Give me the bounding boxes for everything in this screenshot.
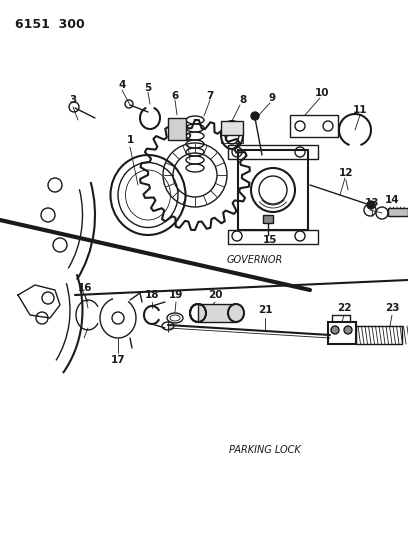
Text: 10: 10	[315, 88, 329, 98]
Text: 6151  300: 6151 300	[15, 18, 85, 31]
Bar	[221, 135, 243, 143]
Bar	[228, 145, 318, 159]
Text: PARKING LOCK: PARKING LOCK	[229, 445, 301, 455]
Circle shape	[251, 112, 259, 120]
Ellipse shape	[228, 304, 244, 322]
Bar	[198, 304, 236, 322]
Text: 23: 23	[385, 303, 399, 313]
Text: 17: 17	[111, 355, 125, 365]
Text: 19: 19	[169, 290, 183, 300]
Text: 18: 18	[145, 290, 159, 300]
Text: 7: 7	[206, 91, 214, 101]
Text: 2: 2	[184, 133, 192, 143]
Text: 1: 1	[126, 135, 134, 145]
Text: 5: 5	[144, 83, 152, 93]
Text: 21: 21	[258, 305, 272, 315]
Text: 3: 3	[69, 95, 77, 105]
Circle shape	[331, 326, 339, 334]
Bar	[388, 208, 408, 216]
Text: 22: 22	[337, 303, 351, 313]
Bar	[290, 115, 338, 137]
Text: 6: 6	[171, 91, 179, 101]
Circle shape	[367, 201, 375, 209]
Text: 13: 13	[365, 198, 379, 208]
Text: 20: 20	[208, 290, 222, 300]
Bar	[168, 118, 186, 140]
Text: 9: 9	[268, 93, 275, 103]
Bar	[356, 326, 402, 344]
Text: 15: 15	[263, 235, 277, 245]
Text: 11: 11	[353, 105, 367, 115]
Text: 16: 16	[78, 283, 92, 293]
Text: GOVERNOR: GOVERNOR	[227, 255, 283, 265]
Bar	[238, 150, 308, 230]
Text: 12: 12	[339, 168, 353, 178]
Bar	[263, 215, 273, 223]
Text: 14: 14	[385, 195, 399, 205]
Circle shape	[344, 326, 352, 334]
Text: 8: 8	[239, 95, 246, 105]
Bar	[221, 121, 243, 135]
Bar	[328, 322, 356, 344]
Text: 4: 4	[118, 80, 126, 90]
Bar	[228, 230, 318, 244]
